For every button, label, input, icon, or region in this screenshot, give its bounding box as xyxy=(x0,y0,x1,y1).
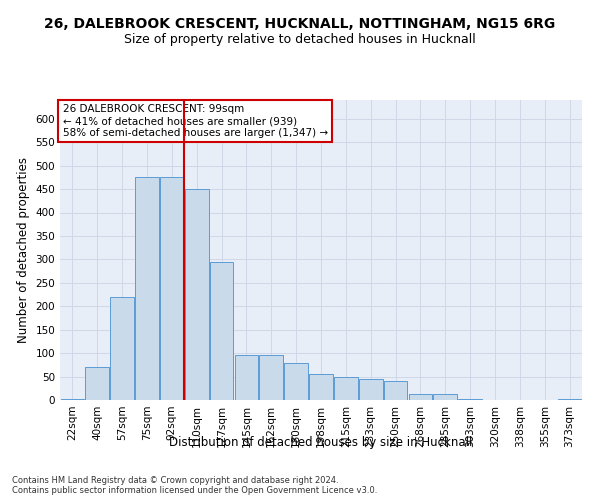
Bar xyxy=(160,178,184,400)
Text: Distribution of detached houses by size in Hucknall: Distribution of detached houses by size … xyxy=(169,436,473,449)
Text: Contains HM Land Registry data © Crown copyright and database right 2024.
Contai: Contains HM Land Registry data © Crown c… xyxy=(12,476,377,495)
Bar xyxy=(409,394,432,400)
Bar xyxy=(185,189,209,400)
Bar xyxy=(210,262,233,400)
Text: 26 DALEBROOK CRESCENT: 99sqm
← 41% of detached houses are smaller (939)
58% of s: 26 DALEBROOK CRESCENT: 99sqm ← 41% of de… xyxy=(62,104,328,138)
Bar xyxy=(135,178,159,400)
Bar xyxy=(309,374,333,400)
Bar xyxy=(334,376,358,400)
Bar xyxy=(259,356,283,400)
Bar xyxy=(85,367,109,400)
Bar xyxy=(61,399,84,400)
Bar xyxy=(458,399,482,400)
Bar xyxy=(235,356,258,400)
Bar xyxy=(110,297,134,400)
Bar xyxy=(433,394,457,400)
Y-axis label: Number of detached properties: Number of detached properties xyxy=(17,157,30,343)
Text: Size of property relative to detached houses in Hucknall: Size of property relative to detached ho… xyxy=(124,32,476,46)
Bar xyxy=(284,362,308,400)
Text: 26, DALEBROOK CRESCENT, HUCKNALL, NOTTINGHAM, NG15 6RG: 26, DALEBROOK CRESCENT, HUCKNALL, NOTTIN… xyxy=(44,18,556,32)
Bar xyxy=(359,379,383,400)
Bar xyxy=(384,381,407,400)
Bar xyxy=(558,399,581,400)
